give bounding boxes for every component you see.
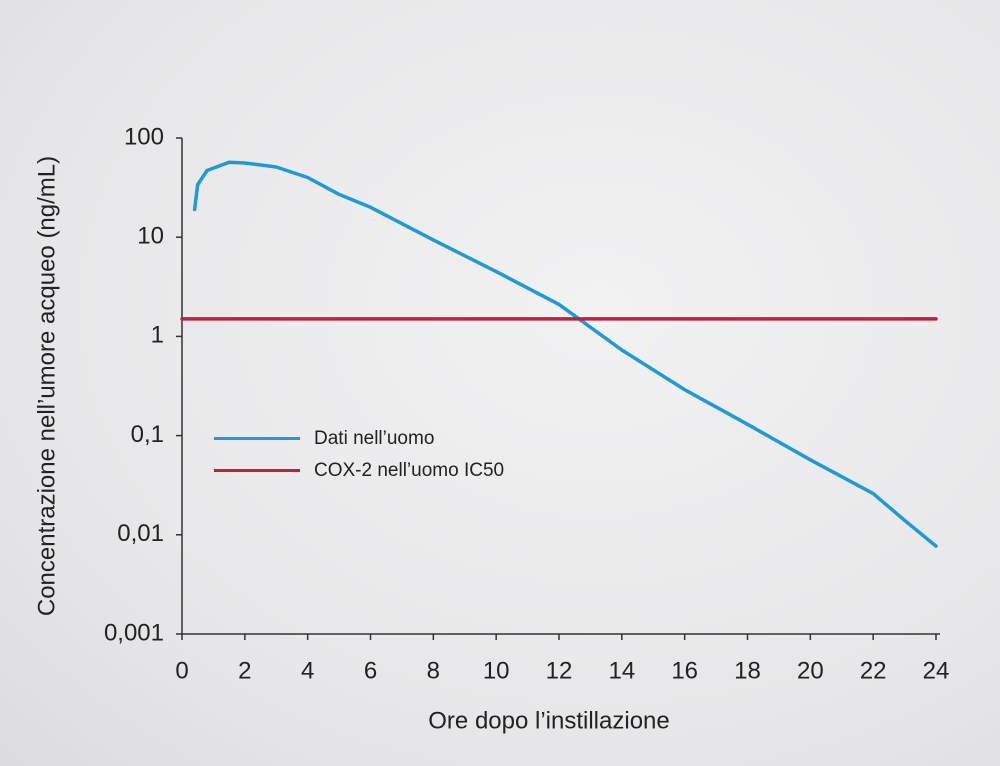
y-tick-label: 0,01 (117, 520, 164, 547)
x-tick-label: 8 (427, 657, 440, 684)
legend-swatch (214, 469, 300, 472)
x-tick-label: 2 (238, 657, 251, 684)
x-tick-label: 14 (608, 657, 635, 684)
y-tick-label: 100 (124, 123, 164, 150)
x-axis-label: Ore dopo l’instillazione (428, 707, 669, 734)
x-tick-label: 6 (364, 657, 377, 684)
legend-label: Dati nell’uomo (314, 428, 435, 449)
legend-label: COX-2 nell’uomo IC50 (314, 460, 505, 481)
y-tick-label: 0,001 (104, 619, 164, 646)
legend: Dati nell’uomo COX-2 nell’uomo IC50 (214, 426, 514, 490)
x-tick-label: 22 (860, 657, 887, 684)
x-tick-label: 12 (546, 657, 573, 684)
y-tick-label: 10 (137, 223, 164, 250)
x-tick-label: 18 (734, 657, 761, 684)
x-tick-label: 20 (797, 657, 824, 684)
y-axis-label: Concentrazione nell’umore acqueo (ng/mL) (33, 156, 60, 616)
x-tick-label: 16 (671, 657, 698, 684)
data-line (192, 160, 938, 548)
y-tick-label: 0,1 (131, 421, 164, 448)
x-tick-label: 0 (175, 657, 188, 684)
legend-item: Dati nell’uomo (214, 426, 514, 452)
x-tick-label: 24 (923, 657, 950, 684)
x-tick-label: 10 (483, 657, 510, 684)
legend-item: COX-2 nell’uomo IC50 (214, 458, 514, 484)
x-tick-label: 4 (301, 657, 314, 684)
y-tick-label: 1 (151, 322, 164, 349)
legend-swatch (214, 437, 300, 440)
